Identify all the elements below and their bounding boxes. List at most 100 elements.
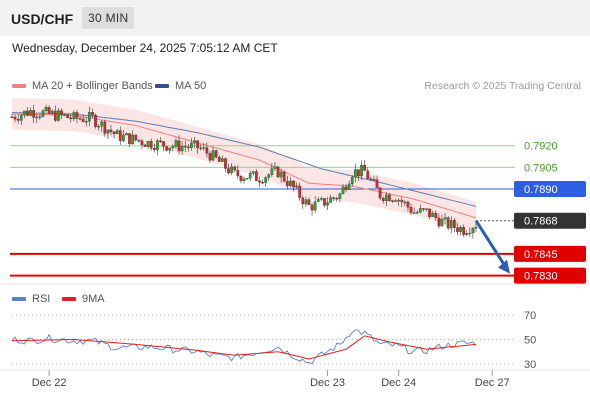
candle-body xyxy=(248,173,252,179)
candle-body xyxy=(409,207,413,213)
candle-body xyxy=(431,212,435,217)
candle-body xyxy=(186,146,190,149)
candle-body xyxy=(245,178,249,180)
candle-body xyxy=(227,168,230,174)
candle-body xyxy=(66,114,70,119)
symbol-label: USD/CHF xyxy=(11,11,74,27)
candle-body xyxy=(199,147,203,150)
candle-body xyxy=(140,140,144,146)
candle-body xyxy=(84,121,88,123)
candle-body xyxy=(341,186,345,195)
candle-body xyxy=(258,180,261,183)
candle-body xyxy=(168,147,172,151)
candle-body xyxy=(468,232,472,235)
candle-body xyxy=(239,175,243,181)
timeframe-button[interactable]: 30 MIN xyxy=(82,7,135,29)
candle-body xyxy=(301,197,305,205)
candle-body xyxy=(449,220,453,229)
support-tag xyxy=(514,267,586,284)
candle-body xyxy=(366,170,370,179)
candle-body xyxy=(211,150,215,161)
rsi-tick-label: 50 xyxy=(524,335,536,347)
candle-body xyxy=(471,228,475,234)
candle-body xyxy=(282,171,286,182)
rsi-ma9-line xyxy=(11,335,477,360)
candle-body xyxy=(292,180,295,188)
candle-body xyxy=(443,217,447,220)
candle-body xyxy=(397,199,401,202)
candle-body xyxy=(335,197,339,200)
candle-body xyxy=(143,144,147,147)
candle-body xyxy=(94,114,97,127)
candle-body xyxy=(276,166,280,178)
candle-body xyxy=(146,141,150,147)
candle-body xyxy=(310,204,314,211)
candle-body xyxy=(193,140,196,144)
candle-body xyxy=(347,183,351,190)
candle-body xyxy=(363,165,366,171)
rsi-tick-label: 30 xyxy=(524,359,536,371)
candle-body xyxy=(47,107,51,114)
candle-body xyxy=(60,110,63,115)
candle-body xyxy=(323,198,326,206)
candle-body xyxy=(295,185,298,188)
current-price-label: 0.7868 xyxy=(524,216,558,228)
candle-body xyxy=(251,171,255,174)
legend-ma50-label: MA 50 xyxy=(175,80,207,92)
candle-body xyxy=(69,117,73,120)
price-levels xyxy=(10,145,515,277)
candle-body xyxy=(285,180,289,186)
candle-body xyxy=(344,186,348,190)
candle-body xyxy=(357,169,360,177)
candle-body xyxy=(474,226,478,229)
candlesticks xyxy=(10,104,478,239)
candle-body xyxy=(156,140,159,151)
candle-body xyxy=(32,110,36,118)
candle-body xyxy=(57,110,60,121)
support-tag xyxy=(514,245,586,262)
candle-body xyxy=(307,199,311,206)
candle-body xyxy=(174,140,178,147)
candle-body xyxy=(394,200,397,202)
candle-body xyxy=(319,198,323,200)
legend-ma50: MA 50 xyxy=(155,80,206,92)
candle-body xyxy=(72,112,76,120)
forecast-arrow-shaft xyxy=(474,219,508,269)
candle-body xyxy=(434,212,438,219)
candle-body xyxy=(112,131,116,135)
candle-body xyxy=(115,130,119,135)
candle-body xyxy=(29,110,32,116)
candle-body xyxy=(384,194,388,201)
bollinger-area xyxy=(12,98,476,234)
candle-body xyxy=(44,107,48,111)
candle-body xyxy=(13,116,17,120)
candle-body xyxy=(233,166,237,171)
legend-9ma: 9MA xyxy=(62,293,105,305)
time-axis: Dec 22 Dec 23 Dec 24 Dec 27 xyxy=(32,370,510,389)
candle-body xyxy=(391,200,394,202)
candle-body xyxy=(242,178,246,181)
rsi-tick-label: 70 xyxy=(524,310,536,322)
candle-body xyxy=(236,170,240,177)
candle-body xyxy=(279,171,283,178)
candle-body xyxy=(16,119,20,121)
candle-body xyxy=(440,218,444,227)
candle-body xyxy=(78,118,82,120)
candle-body xyxy=(456,227,459,232)
candle-body xyxy=(412,212,416,214)
rsi-swatch xyxy=(12,297,26,302)
candle-body xyxy=(180,146,184,152)
candle-body xyxy=(465,233,469,235)
candle-body xyxy=(109,129,113,133)
candle-body xyxy=(459,227,462,232)
candle-body xyxy=(375,179,379,188)
time-tick-label: Dec 24 xyxy=(381,377,416,389)
resistance-label: 0.7920 xyxy=(524,141,558,153)
price-tags: 0.7920 0.7905 0.7890 0.7868 0.7845 0.7830 xyxy=(514,141,586,284)
candle-body xyxy=(437,217,441,227)
candle-body xyxy=(53,110,57,121)
candle-body xyxy=(388,194,391,202)
candle-body xyxy=(159,140,162,142)
